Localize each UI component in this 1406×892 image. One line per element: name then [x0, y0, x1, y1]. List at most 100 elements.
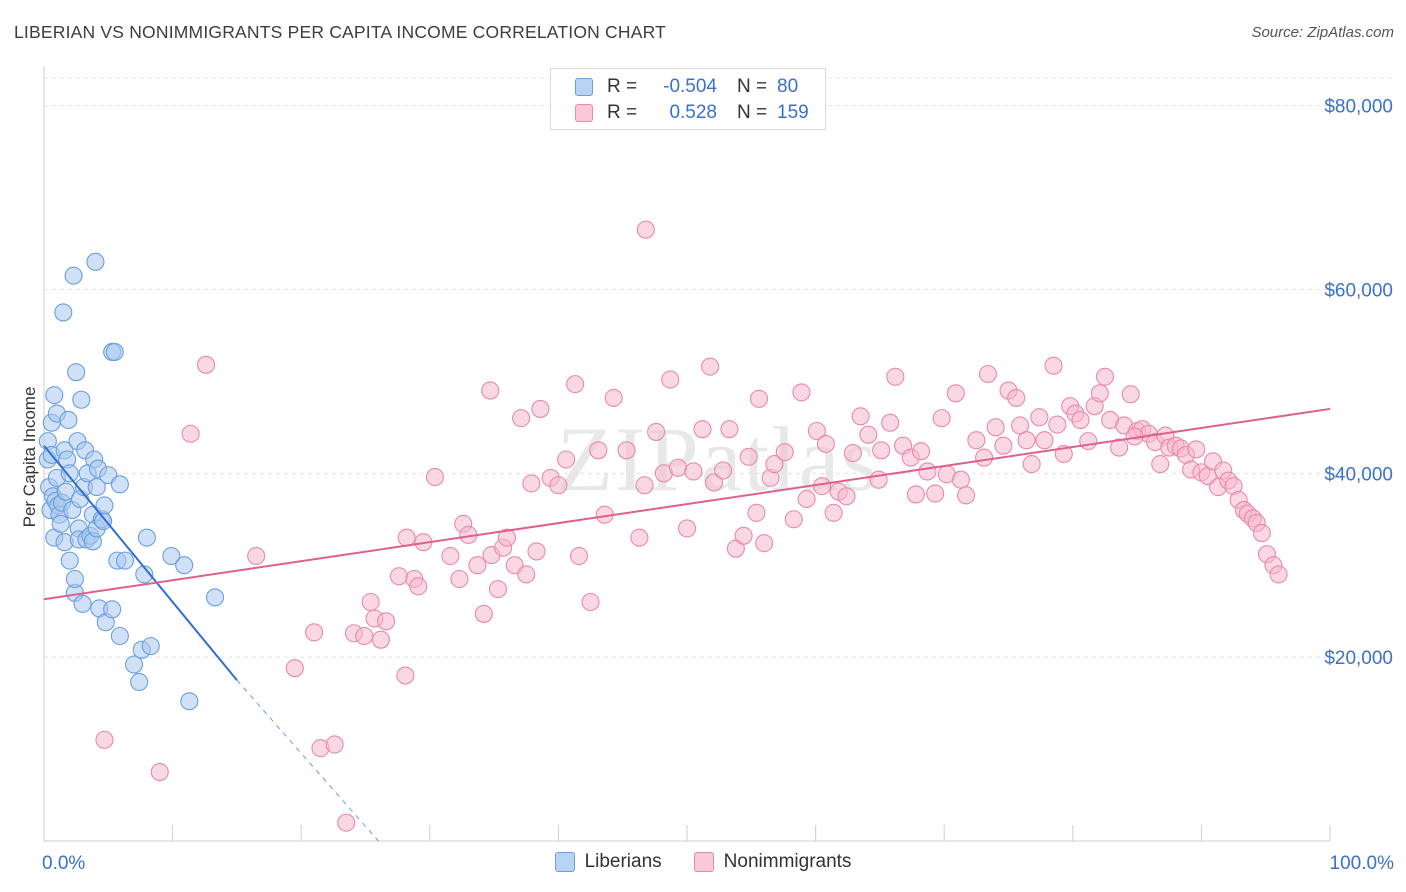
- nonimmigrants-point: [946, 384, 965, 403]
- nonimmigrants-point: [488, 580, 508, 599]
- nonimmigrants-point: [517, 565, 536, 584]
- nonimmigrants-point: [693, 420, 712, 439]
- nonimmigrants-point: [527, 542, 546, 561]
- trend-lines: [43, 407, 1331, 842]
- liberians-point: [103, 600, 122, 619]
- nonimmigrants-point: [361, 592, 380, 612]
- liberians-point: [141, 637, 160, 656]
- legend-item-liberians: Liberians: [554, 851, 662, 873]
- nonimmigrants-point: [549, 476, 568, 495]
- nonimmigrants-point: [1151, 455, 1170, 474]
- liberians-point: [87, 478, 106, 497]
- n-value: 159: [777, 102, 809, 123]
- nonimmigrants-point: [581, 592, 600, 612]
- nonimmigrants-point: [1030, 408, 1049, 427]
- liberians-point: [137, 528, 156, 547]
- liberians-point: [94, 512, 113, 531]
- nonimmigrants-point: [468, 556, 487, 575]
- liberians-point: [73, 594, 92, 613]
- nonimmigrants-point: [713, 461, 733, 480]
- n-label: N =: [737, 76, 768, 97]
- nonimmigrants-point: [734, 526, 753, 545]
- liberians-point: [110, 626, 129, 646]
- nonimmigrants-point: [1095, 367, 1114, 386]
- nonimmigrants-point: [926, 484, 945, 503]
- liberians-point: [162, 546, 181, 566]
- liberians-point: [86, 252, 105, 271]
- nonimmigrants-point: [150, 763, 169, 782]
- liberians-point: [56, 482, 75, 501]
- chart-title: LIBERIAN VS NONIMMIGRANTS PER CAPITA INC…: [14, 22, 667, 42]
- nonimmigrants-point: [566, 375, 585, 394]
- y-tick-label: $20,000: [1324, 648, 1393, 669]
- x-tick-label-min: 0.0%: [42, 853, 85, 874]
- nonimmigrants-point: [797, 489, 816, 509]
- nonimmigrants-point: [285, 659, 304, 678]
- nonimmigrants-point: [851, 407, 870, 426]
- liberians-trend-line: [43, 445, 238, 681]
- nonimmigrants-point: [755, 534, 774, 553]
- nonimmigrants-point: [668, 458, 688, 477]
- nonimmigrants-point: [325, 735, 344, 754]
- nonimmigrants-point: [512, 409, 531, 428]
- r-label: R =: [607, 76, 638, 97]
- nonimmigrants-point: [1035, 431, 1054, 450]
- nonimmigrants-point: [371, 630, 390, 649]
- liberians-trend-extension: [236, 679, 379, 842]
- liberians-point: [51, 514, 70, 533]
- nonimmigrants-point: [396, 666, 415, 685]
- nonimmigrants-point: [531, 399, 550, 418]
- nonimmigrants-point: [994, 436, 1013, 455]
- nonimmigrants-point: [912, 442, 931, 461]
- nonimmigrants-point: [247, 546, 266, 566]
- nonimmigrants-point: [1017, 431, 1036, 450]
- legend-label-liberians: Liberians: [584, 851, 662, 872]
- nonimmigrants-point: [409, 577, 428, 596]
- nonimmigrants-point: [337, 813, 356, 832]
- nonimmigrants-point: [765, 455, 784, 474]
- nonimmigrants-point: [1252, 523, 1271, 543]
- nonimmigrants-point: [1121, 385, 1140, 404]
- nonimmigrants-point: [881, 413, 900, 432]
- nonimmigrants-point: [196, 355, 216, 374]
- nonimmigrants-point: [389, 567, 408, 586]
- liberians-point: [110, 475, 129, 494]
- legend-item-nonimmigrants: Nonimmigrants: [693, 851, 852, 873]
- nonimmigrants-point: [1079, 432, 1098, 451]
- nonimmigrants-point: [450, 569, 469, 589]
- nonimmigrants-point: [816, 434, 835, 453]
- legend-row-liberians: R = -0.504 N = 80: [575, 75, 817, 99]
- source-label: Source: ZipAtlas.com: [1251, 24, 1394, 41]
- nonimmigrants-point: [792, 383, 811, 402]
- y-tick-label: $40,000: [1324, 464, 1393, 485]
- legend-label-nonimmigrants: Nonimmigrants: [723, 851, 852, 872]
- nonimmigrants-point: [441, 546, 460, 566]
- nonimmigrants-point: [305, 623, 324, 642]
- nonimmigrants-point: [918, 462, 937, 481]
- nonimmigrants-point: [684, 462, 703, 481]
- liberians-swatch: [575, 78, 593, 96]
- nonimmigrants-point: [1187, 440, 1206, 459]
- liberians-point: [180, 692, 199, 711]
- nonimmigrants-point: [975, 448, 994, 467]
- nonimmigrants-point: [481, 381, 500, 400]
- nonimmigrants-point: [604, 388, 623, 407]
- liberians-point: [115, 551, 135, 570]
- liberians-point: [205, 588, 225, 607]
- tick-labels: $20,000 $40,000 $60,000 $80,000 0.0% 100.0%: [42, 97, 1394, 874]
- nonimmigrants-point: [630, 528, 649, 547]
- nonimmigrants-point: [739, 447, 758, 466]
- nonimmigrants-point: [859, 425, 878, 444]
- nonimmigrants-point: [843, 444, 862, 463]
- y-tick-label: $80,000: [1324, 97, 1393, 118]
- nonimmigrants-point: [355, 626, 374, 646]
- nonimmigrants-legend-swatch: [693, 852, 714, 872]
- nonimmigrants-point: [635, 476, 654, 495]
- nonimmigrants-point: [747, 503, 766, 522]
- nonimmigrants-point: [951, 470, 970, 489]
- nonimmigrants-point: [617, 441, 636, 460]
- series-legend: Liberians Nonimmigrants: [0, 851, 1406, 873]
- nonimmigrants-point: [557, 450, 576, 469]
- nonimmigrants-point: [978, 364, 997, 384]
